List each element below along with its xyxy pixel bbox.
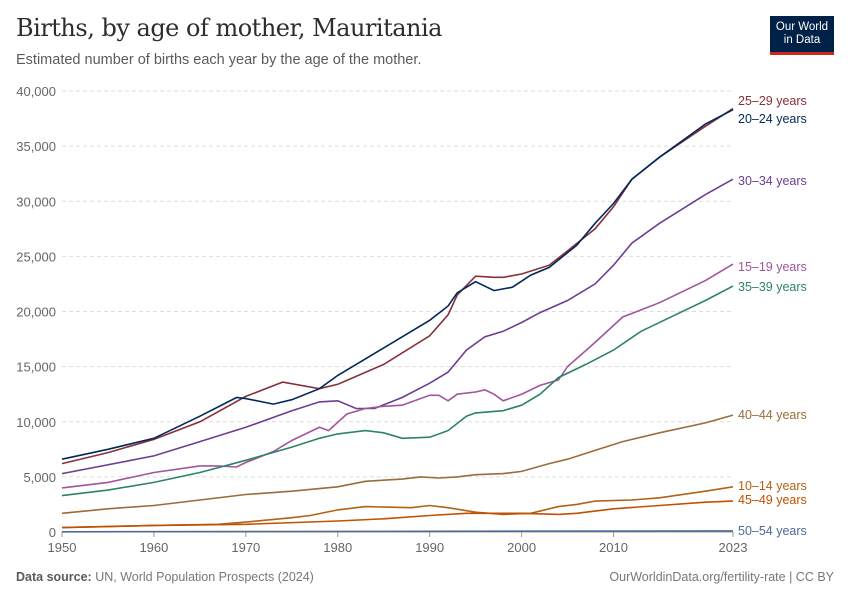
y-tick-label: 25,000 <box>16 249 56 264</box>
y-tick-label: 15,000 <box>16 360 56 375</box>
logo-line-1: Our World <box>775 21 829 33</box>
y-tick-label: 0 <box>49 525 56 540</box>
x-tick-label: 1990 <box>415 540 444 555</box>
data-source: Data source: UN, World Population Prospe… <box>16 570 314 584</box>
x-tick-label: 2010 <box>599 540 628 555</box>
y-tick-label: 20,000 <box>16 305 56 320</box>
series-label: 35–39 years <box>738 280 807 294</box>
chart-subtitle: Estimated number of births each year by … <box>16 52 422 68</box>
series-label: 10–14 years <box>738 479 807 493</box>
series-line-35-39 <box>61 285 734 497</box>
series-label: 50–54 years <box>738 524 807 538</box>
series-line-20-24 <box>61 108 734 460</box>
series-line-25-29 <box>61 107 734 465</box>
source-link[interactable]: OurWorldinData.org/fertility-rate | CC B… <box>609 570 834 584</box>
y-tick-label: 40,000 <box>16 84 56 99</box>
data-source-label: Data source: <box>16 570 92 584</box>
series-label: 30–34 years <box>738 174 807 188</box>
series-line-50-54 <box>61 530 734 533</box>
y-tick-label: 30,000 <box>16 194 56 209</box>
logo-line-2: in Data <box>783 34 821 46</box>
x-tick-label: 2023 <box>719 540 748 555</box>
series-label: 20–24 years <box>738 112 807 126</box>
y-tick-label: 5,000 <box>23 470 56 485</box>
y-tick-label: 10,000 <box>16 415 56 430</box>
series-line-30-34 <box>61 178 734 475</box>
data-source-text: UN, World Population Prospects (2024) <box>95 570 314 584</box>
series-label: 15–19 years <box>738 260 807 274</box>
series-label: 40–44 years <box>738 408 807 422</box>
series-label: 45–49 years <box>738 493 807 507</box>
series-label: 25–29 years <box>738 94 807 108</box>
x-tick-label: 1980 <box>323 540 352 555</box>
y-tick-label: 35,000 <box>16 139 56 154</box>
x-tick-label: 1970 <box>231 540 260 555</box>
x-tick-label: 2000 <box>507 540 536 555</box>
series-line-15-19 <box>61 263 734 489</box>
series-line-10-14 <box>61 486 734 529</box>
x-tick-label: 1950 <box>48 540 77 555</box>
series-line-40-44 <box>61 414 734 515</box>
series-line-45-49 <box>61 500 734 529</box>
x-tick-label: 1960 <box>139 540 168 555</box>
chart-title: Births, by age of mother, Mauritania <box>16 14 442 42</box>
owid-logo[interactable]: Our World in Data <box>770 16 834 55</box>
